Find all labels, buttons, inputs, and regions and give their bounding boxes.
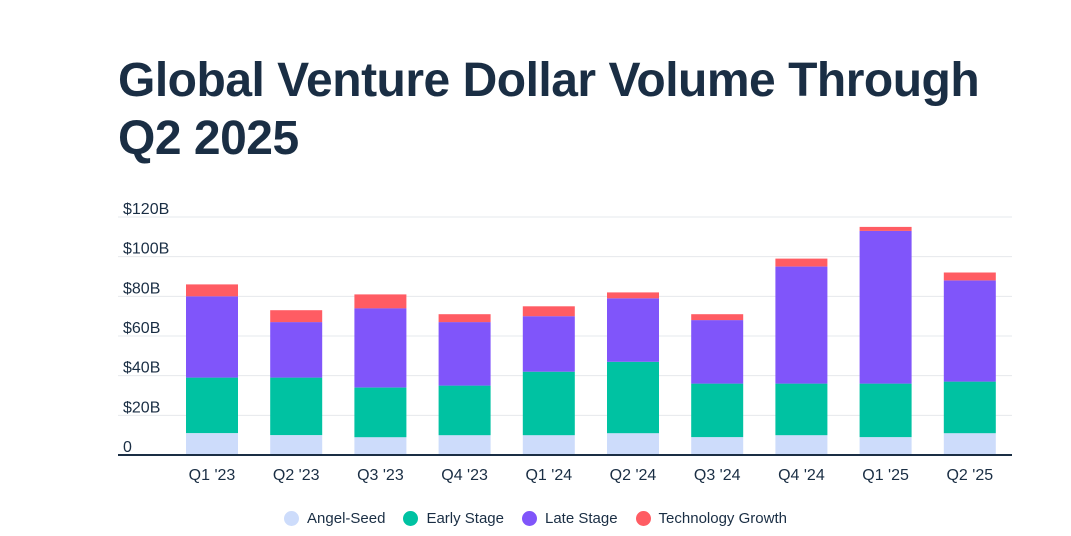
bar-segment-technology-growth (607, 292, 659, 299)
legend-label: Late Stage (544, 510, 618, 527)
legend-label: Angel-Seed (307, 510, 386, 527)
bar-stack (354, 294, 407, 455)
legend-item: Early Stage (403, 510, 504, 527)
y-tick-label: $80B (123, 280, 160, 297)
bar-segment-late-stage (270, 322, 323, 378)
bar-segment-technology-growth (691, 314, 744, 321)
legend-label: Technology Growth (658, 510, 787, 527)
bar-segment-late-stage (522, 316, 575, 372)
bar-segment-early-stage (775, 383, 828, 436)
bar-segment-early-stage (691, 383, 744, 438)
bar-segment-early-stage (186, 377, 238, 434)
bar-stack (607, 292, 659, 455)
x-tick-label: Q2 '24 (610, 467, 657, 484)
y-tick-label: $100B (123, 241, 169, 258)
legend-item: Late Stage (521, 510, 618, 527)
bar-stack (270, 310, 323, 455)
y-tick-label: $40B (123, 360, 160, 377)
x-tick-label: Q2 '23 (273, 467, 320, 484)
x-axis-ticks: Q1 '23 Q2 '23 Q3 '23 Q4 '23 Q1 '24 Q2 '24 Q3 '… (189, 467, 994, 484)
bar-stack (943, 272, 996, 455)
legend-item: Technology Growth (635, 510, 787, 527)
bar-stack (859, 226, 912, 455)
x-tick-label: Q3 '24 (694, 467, 741, 484)
bar-segment-angel-seed (438, 435, 491, 455)
legend-label: Early Stage (426, 510, 504, 527)
bar-segment-early-stage (943, 381, 996, 434)
bar-segment-technology-growth (775, 258, 828, 267)
bar-segment-technology-growth (859, 226, 912, 231)
y-tick-label: 0 (123, 439, 132, 456)
bar-segment-late-stage (943, 280, 996, 382)
y-tick-label: $60B (123, 320, 160, 337)
bar-stack (438, 314, 491, 455)
bar-segment-angel-seed (522, 435, 575, 455)
bar-segment-late-stage (354, 308, 407, 388)
bar-stack (522, 306, 575, 455)
bar-segment-technology-growth (522, 306, 575, 317)
bar-segment-angel-seed (186, 433, 238, 455)
y-axis-ticks: 0 $20B $40B $60B $80B $100B $120B (123, 201, 169, 456)
x-tick-label: Q1 '25 (862, 467, 909, 484)
bar-segment-technology-growth (943, 272, 996, 281)
y-tick-label: $20B (123, 399, 160, 416)
bar-segment-technology-growth (354, 294, 407, 309)
bar-segment-technology-growth (438, 314, 491, 323)
bar-segment-late-stage (186, 296, 238, 378)
bar-segment-angel-seed (270, 435, 323, 455)
legend-item: Angel-Seed (284, 510, 385, 527)
bar-segment-early-stage (270, 377, 323, 436)
legend-swatch (521, 511, 537, 526)
legend-swatch (635, 511, 651, 526)
bar-segment-early-stage (522, 371, 575, 436)
bar-segment-early-stage (607, 361, 659, 434)
bar-segment-angel-seed (691, 437, 744, 455)
bar-stack (186, 284, 238, 455)
bar-segment-early-stage (438, 385, 491, 436)
bar-segment-angel-seed (775, 435, 828, 455)
y-tick-label: $120B (123, 201, 169, 218)
bar-segment-angel-seed (354, 437, 407, 455)
x-tick-label: Q1 '24 (525, 467, 572, 484)
bar-segment-angel-seed (859, 437, 912, 455)
bars (186, 226, 996, 455)
x-tick-label: Q1 '23 (189, 467, 236, 484)
bar-segment-angel-seed (943, 433, 996, 455)
bar-stack (775, 258, 828, 455)
bar-segment-late-stage (775, 266, 828, 384)
legend: Angel-Seed Early Stage Late Stage Technolog… (0, 510, 1071, 527)
bar-segment-technology-growth (186, 284, 238, 297)
bar-segment-angel-seed (607, 433, 659, 455)
x-tick-label: Q4 '23 (441, 467, 488, 484)
bar-segment-late-stage (691, 320, 744, 384)
chart-title: Global Venture Dollar Volume Through Q2 … (118, 54, 980, 165)
bar-segment-early-stage (354, 387, 407, 438)
bar-stack (691, 314, 744, 455)
bar-segment-late-stage (607, 298, 659, 362)
x-tick-label: Q3 '23 (357, 467, 404, 484)
x-tick-label: Q2 '25 (946, 467, 993, 484)
x-tick-label: Q4 '24 (778, 467, 825, 484)
bar-segment-technology-growth (270, 310, 323, 323)
bar-segment-late-stage (438, 322, 491, 386)
bar-segment-early-stage (859, 383, 912, 438)
bar-segment-late-stage (859, 230, 912, 384)
legend-swatch (403, 511, 419, 526)
legend-swatch (284, 511, 300, 526)
